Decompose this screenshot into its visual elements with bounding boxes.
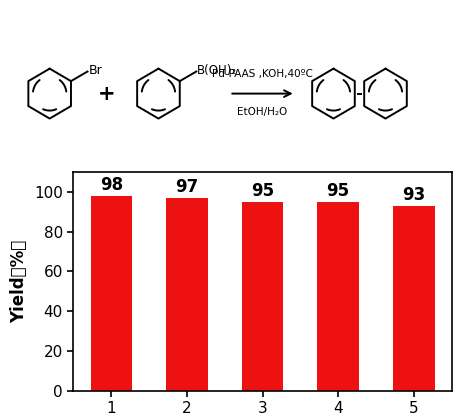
Text: B(OH)₂: B(OH)₂	[197, 64, 237, 77]
Text: 95: 95	[326, 182, 350, 200]
Bar	[90, 196, 132, 391]
Text: Br: Br	[88, 64, 102, 77]
Bar	[166, 198, 208, 391]
Text: EtOH/H₂O: EtOH/H₂O	[237, 107, 288, 117]
Bar	[393, 206, 435, 391]
Text: 93: 93	[402, 186, 425, 205]
Y-axis label: Yield（%）: Yield（%）	[10, 240, 28, 323]
Text: +: +	[97, 84, 115, 104]
Text: 95: 95	[251, 182, 274, 200]
Bar	[317, 202, 359, 391]
Bar	[242, 202, 283, 391]
Text: 97: 97	[175, 178, 199, 197]
Text: 98: 98	[100, 176, 123, 194]
Text: Pd-PAAS ,KOH,40ºC: Pd-PAAS ,KOH,40ºC	[212, 69, 313, 79]
